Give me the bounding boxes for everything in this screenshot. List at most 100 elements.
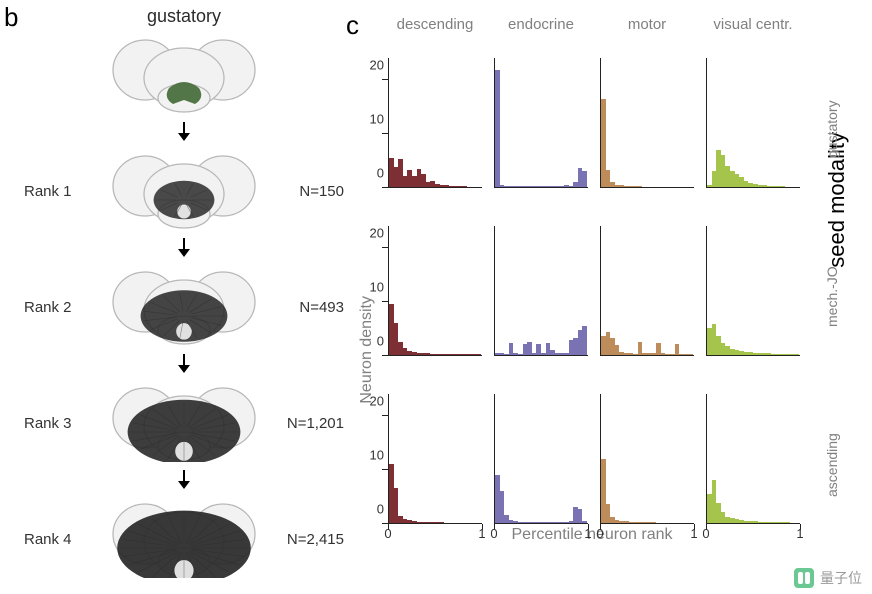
watermark-text: 量子位 <box>820 568 862 588</box>
watermark-logo-icon <box>794 568 814 588</box>
y-tick <box>382 247 388 248</box>
histogram-cell: 01020 <box>388 208 482 356</box>
x-tick-label: 0 <box>702 526 709 541</box>
rank-count: N=2,415 <box>278 531 346 548</box>
histogram-cell: 01 <box>706 376 800 524</box>
y-tick <box>382 415 388 416</box>
histogram-bar <box>688 354 693 355</box>
histogram-cell <box>494 208 588 356</box>
histogram-bars <box>601 59 693 187</box>
column-header: descending <box>385 16 485 33</box>
histogram-bars <box>707 395 799 523</box>
brain-render <box>109 380 259 467</box>
histogram-bar <box>652 522 657 523</box>
histogram-bar <box>785 522 790 523</box>
column-header: endocrine <box>491 16 591 33</box>
y-tick <box>382 133 388 134</box>
histogram-cell: 0102001 <box>388 376 482 524</box>
panel-b-title: gustatory <box>22 6 346 27</box>
histogram-cell <box>706 40 800 188</box>
x-axis-label: Percentile neuron rank <box>372 526 812 544</box>
histogram-bar <box>463 186 468 187</box>
y-tick-label: 10 <box>370 279 384 294</box>
x-tick-label: 1 <box>478 526 485 541</box>
x-tick-label: 0 <box>596 526 603 541</box>
y-tick-label: 0 <box>377 502 384 517</box>
x-tick-label: 0 <box>384 526 391 541</box>
y-tick-label: 0 <box>377 334 384 349</box>
histogram-bar <box>582 326 587 355</box>
watermark: 量子位 <box>794 568 862 588</box>
rank-count: N=1,201 <box>278 415 346 432</box>
histogram-row: ascending0102001010101 <box>388 376 806 524</box>
y-tick-label: 10 <box>370 447 384 462</box>
brain-cascade-row <box>22 32 346 119</box>
panel-c: seed modality Neuron density Percentile … <box>348 12 848 572</box>
histogram-bar <box>495 70 500 187</box>
figure-root: { "panel_b": { "label": "b", "title": "g… <box>0 0 872 594</box>
histogram-cell <box>706 208 800 356</box>
y-tick <box>382 79 388 80</box>
cascade-arrow-icon <box>175 353 193 378</box>
y-tick-label: 20 <box>370 57 384 72</box>
histogram-bar <box>440 522 445 523</box>
histogram-cell <box>494 40 588 188</box>
histogram-bars <box>389 59 481 187</box>
cascade-arrow-icon <box>175 237 193 262</box>
brain-cascade-row: Rank 2 N=493 <box>22 264 346 351</box>
x-tick-label: 1 <box>796 526 803 541</box>
histogram-grid: Neuron density Percentile neuron rank de… <box>388 40 806 530</box>
panel-b: gustatory Rank 1 N=150 Rank 2 N=493 Rank… <box>22 6 346 576</box>
y-tick-label: 0 <box>377 166 384 181</box>
y-tick <box>382 469 388 470</box>
y-tick-label: 20 <box>370 393 384 408</box>
x-tick-label: 1 <box>690 526 697 541</box>
histogram-bars <box>601 227 693 355</box>
histogram-bar <box>582 171 587 187</box>
histogram-bar <box>781 186 786 187</box>
histogram-cell: 01020 <box>388 40 482 188</box>
row-header: gustatory <box>824 70 842 188</box>
brain-render <box>109 32 259 119</box>
histogram-bars <box>495 59 587 187</box>
histogram-bars <box>389 227 481 355</box>
histogram-bars <box>707 59 799 187</box>
histogram-bar <box>638 186 643 187</box>
row-header: mech.-JO <box>824 238 842 356</box>
histogram-bar <box>794 354 799 355</box>
column-header: visual centr. <box>703 16 803 33</box>
y-tick <box>382 355 388 356</box>
x-tick-label: 1 <box>584 526 591 541</box>
y-tick-label: 20 <box>370 225 384 240</box>
rank-label: Rank 4 <box>22 531 90 548</box>
rank-label: Rank 3 <box>22 415 90 432</box>
y-tick <box>382 301 388 302</box>
y-tick <box>382 187 388 188</box>
x-tick-label: 0 <box>490 526 497 541</box>
column-header: motor <box>597 16 697 33</box>
histogram-bars <box>495 395 587 523</box>
brain-cascade-row: Rank 3 N=1,201 <box>22 380 346 467</box>
histogram-row: mech.-JO01020 <box>388 208 806 356</box>
brain-render <box>109 148 259 235</box>
rank-label: Rank 1 <box>22 183 90 200</box>
brain-cascade-row: Rank 4 N=2,415 <box>22 496 346 583</box>
histogram-bar <box>476 354 481 355</box>
histogram-cell: 01 <box>494 376 588 524</box>
histogram-bars <box>707 227 799 355</box>
rank-label: Rank 2 <box>22 299 90 316</box>
cascade-arrow-icon <box>175 121 193 146</box>
histogram-cell <box>600 40 694 188</box>
panel-b-label: b <box>4 2 18 33</box>
histogram-bars <box>601 395 693 523</box>
histogram-cell <box>600 208 694 356</box>
brain-cascade-column: Rank 1 N=150 Rank 2 N=493 Rank 3 N=1,201… <box>22 32 346 568</box>
histogram-bar <box>582 521 587 523</box>
rank-count: N=493 <box>278 299 346 316</box>
histogram-bars <box>495 227 587 355</box>
histogram-cell: 01 <box>600 376 694 524</box>
cascade-arrow-icon <box>175 469 193 494</box>
brain-render <box>109 264 259 351</box>
rank-count: N=150 <box>278 183 346 200</box>
histogram-bars <box>389 395 481 523</box>
